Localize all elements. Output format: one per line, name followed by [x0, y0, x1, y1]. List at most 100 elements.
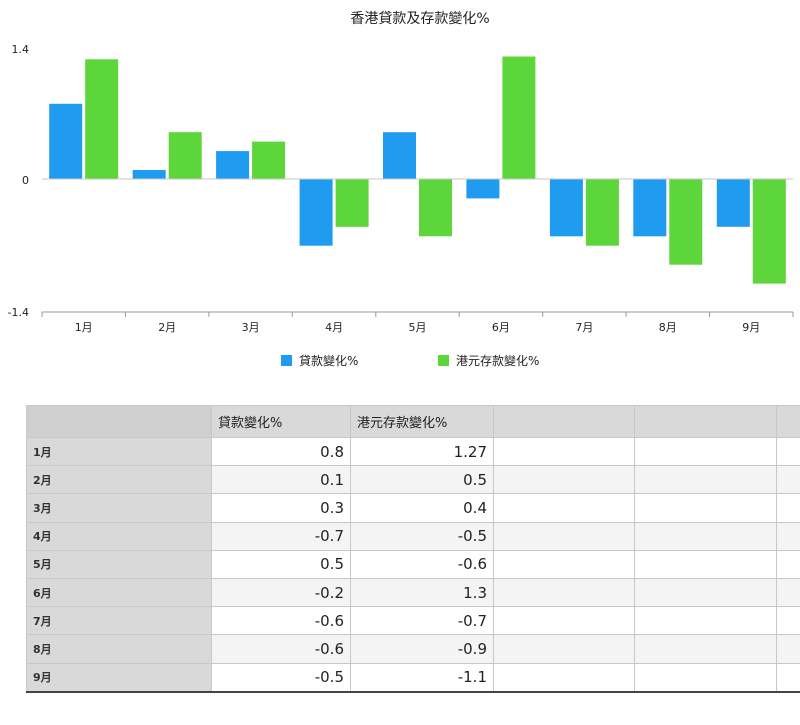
table-row: 3月 0.3 0.4 — [26, 493, 800, 523]
empty-cell[interactable] — [493, 436, 635, 467]
table-row: 4月 -0.7 -0.5 — [26, 521, 800, 551]
data-table: 貸款變化% 港元存款變化% 1月 0.8 1.27 2月 0.1 0.5 3月 0.3 0.4 4… — [26, 405, 800, 693]
table-row: 8月 -0.6 -0.9 — [26, 634, 800, 664]
empty-cell[interactable] — [634, 465, 777, 495]
bar-loan — [383, 132, 416, 180]
bars-layer — [49, 56, 786, 284]
row-header-cell[interactable]: 1月 — [26, 436, 212, 467]
chart-title: 香港貸款及存款變化% — [350, 11, 489, 27]
empty-cell[interactable] — [493, 577, 635, 608]
column-header-loan[interactable]: 貸款變化% — [211, 405, 351, 438]
x-labels-layer: 1月 2月 3月 4月 5月 6月 7月 8月 9月 — [75, 321, 761, 334]
loan-value-cell[interactable]: -0.6 — [211, 634, 351, 664]
row-header-cell[interactable]: 8月 — [26, 634, 212, 664]
empty-cell[interactable] — [634, 549, 777, 579]
column-header-empty[interactable] — [634, 405, 777, 438]
x-tick-label: 7月 — [575, 321, 593, 334]
loan-value-cell[interactable]: -0.2 — [211, 577, 351, 608]
loan-value-cell[interactable]: 0.8 — [211, 436, 351, 467]
row-header-cell[interactable]: 5月 — [26, 549, 212, 579]
loan-value-cell[interactable]: 0.1 — [211, 465, 351, 495]
empty-cell[interactable] — [634, 606, 777, 636]
table-corner-cell[interactable] — [26, 405, 212, 438]
empty-cell[interactable] — [493, 606, 635, 636]
x-tick-label: 1月 — [75, 321, 93, 334]
x-tick-label: 5月 — [409, 321, 427, 334]
table-row: 9月 -0.5 -1.1 — [26, 662, 800, 693]
deposit-value-cell[interactable]: -0.9 — [350, 634, 494, 664]
legend-swatch-loan — [281, 355, 292, 366]
empty-cell[interactable] — [493, 465, 635, 495]
table-row: 2月 0.1 0.5 — [26, 465, 800, 495]
deposit-value-cell[interactable]: 0.4 — [350, 493, 494, 523]
bar-deposit — [85, 59, 119, 180]
table-body: 1月 0.8 1.27 2月 0.1 0.5 3月 0.3 0.4 4月 -0.7 -0.5 5月 0.5… — [26, 436, 800, 693]
empty-cell[interactable] — [493, 493, 635, 523]
row-header-cell[interactable]: 2月 — [26, 465, 212, 495]
deposit-value-cell[interactable]: -0.5 — [350, 521, 494, 551]
bar-deposit — [335, 179, 369, 227]
loan-value-cell[interactable]: 0.5 — [211, 549, 351, 579]
empty-cell[interactable] — [776, 577, 800, 608]
loan-value-cell[interactable]: -0.7 — [211, 521, 351, 551]
empty-cell[interactable] — [634, 436, 777, 467]
bar-loan — [466, 179, 500, 199]
empty-cell[interactable] — [493, 662, 635, 693]
empty-cell[interactable] — [776, 493, 800, 523]
empty-cell[interactable] — [776, 521, 800, 551]
empty-cell[interactable] — [493, 521, 635, 551]
column-header-empty[interactable] — [776, 405, 800, 438]
empty-cell[interactable] — [634, 577, 777, 608]
bar-deposit — [669, 179, 703, 265]
bar-loan — [299, 179, 333, 246]
legend-label-deposit: 港元存款變化% — [456, 353, 539, 368]
empty-cell[interactable] — [634, 634, 777, 664]
y-tick-label: 0 — [22, 174, 29, 187]
column-header-deposit[interactable]: 港元存款變化% — [350, 405, 494, 438]
empty-cell[interactable] — [776, 549, 800, 579]
bar-loan — [216, 151, 250, 180]
empty-cell[interactable] — [776, 436, 800, 467]
table-row: 1月 0.8 1.27 — [26, 436, 800, 467]
x-tick-label: 2月 — [158, 321, 176, 334]
deposit-value-cell[interactable]: -1.1 — [350, 662, 494, 693]
deposit-value-cell[interactable]: 1.27 — [350, 436, 494, 467]
bar-loan — [716, 179, 750, 227]
deposit-value-cell[interactable]: 0.5 — [350, 465, 494, 495]
loan-value-cell[interactable]: 0.3 — [211, 493, 351, 523]
empty-cell[interactable] — [634, 521, 777, 551]
loan-value-cell[interactable]: -0.5 — [211, 662, 351, 693]
deposit-value-cell[interactable]: 1.3 — [350, 577, 494, 608]
x-tick-label: 4月 — [325, 321, 343, 334]
x-tick-label: 8月 — [659, 321, 677, 334]
bar-deposit — [752, 179, 786, 284]
row-header-cell[interactable]: 6月 — [26, 577, 212, 608]
empty-cell[interactable] — [634, 662, 777, 693]
bar-deposit — [252, 141, 286, 180]
legend-label-loan: 貸款變化% — [299, 353, 358, 368]
empty-cell[interactable] — [493, 549, 635, 579]
deposit-value-cell[interactable]: -0.7 — [350, 606, 494, 636]
bar-deposit — [502, 56, 536, 180]
column-header-empty[interactable] — [493, 405, 635, 438]
x-tick-label: 3月 — [242, 321, 260, 334]
row-header-cell[interactable]: 4月 — [26, 521, 212, 551]
empty-cell[interactable] — [776, 606, 800, 636]
empty-cell[interactable] — [776, 465, 800, 495]
empty-cell[interactable] — [634, 493, 777, 523]
bar-deposit — [168, 132, 202, 180]
y-tick-label: 1.4 — [12, 43, 30, 56]
legend-swatch-deposit — [438, 355, 449, 366]
row-header-cell[interactable]: 3月 — [26, 493, 212, 523]
table-header-row: 貸款變化% 港元存款變化% — [26, 405, 800, 438]
row-header-cell[interactable]: 7月 — [26, 606, 212, 636]
loan-value-cell[interactable]: -0.6 — [211, 606, 351, 636]
bar-deposit — [585, 179, 619, 246]
deposit-value-cell[interactable]: -0.6 — [350, 549, 494, 579]
table-row: 6月 -0.2 1.3 — [26, 577, 800, 608]
empty-cell[interactable] — [776, 662, 800, 693]
empty-cell[interactable] — [493, 634, 635, 664]
row-header-cell[interactable]: 9月 — [26, 662, 212, 693]
y-tick-label: -1.4 — [8, 306, 29, 319]
empty-cell[interactable] — [776, 634, 800, 664]
